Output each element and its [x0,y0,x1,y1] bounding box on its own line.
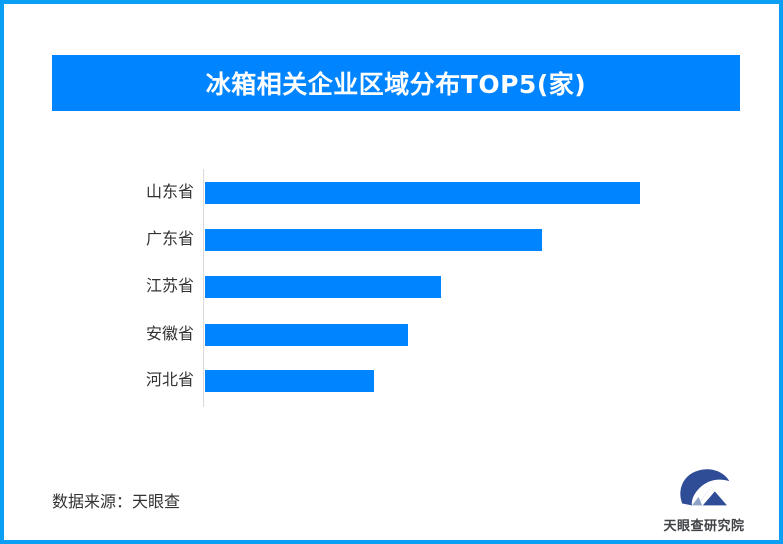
data-source-text: 数据来源：天眼查 [52,494,181,511]
bar [205,324,408,346]
bar [205,276,441,298]
bar [205,229,542,251]
y-axis-line [203,169,204,407]
category-label: 安徽省 [145,326,194,343]
category-label: 山东省 [145,184,194,201]
bar [205,370,374,392]
bar-chart: 山东省 广东省 江苏省 安徽省 河北省 [4,169,779,407]
chart-row: 安徽省 [4,324,779,346]
chart-row: 广东省 [4,229,779,251]
tianyancha-eye-icon [680,469,730,506]
logo-text: 天眼查研究院 [663,518,745,533]
chart-title-banner: 冰箱相关企业区域分布TOP5(家) [52,55,740,111]
bar [205,182,640,204]
category-label: 江苏省 [145,278,194,295]
tianyancha-logo: 天眼查研究院 [656,466,752,534]
chart-row: 江苏省 [4,276,779,298]
chart-row: 河北省 [4,370,779,392]
chart-row: 山东省 [4,182,779,204]
category-label: 河北省 [145,372,194,389]
chart-title: 冰箱相关企业区域分布TOP5(家) [205,70,587,99]
category-label: 广东省 [145,231,194,248]
